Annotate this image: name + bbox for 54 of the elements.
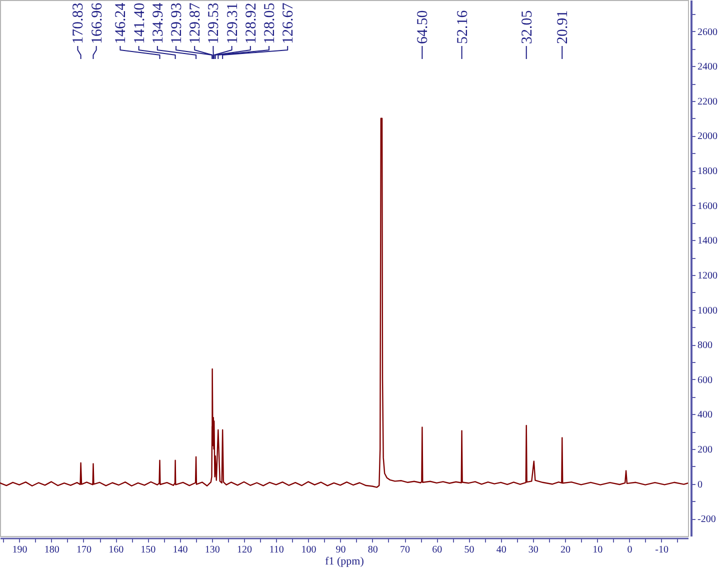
line-series (0, 118, 688, 488)
x-tick-label: 180 (44, 544, 60, 556)
x-tick-label: 150 (140, 544, 156, 556)
x-tick-label: 20 (560, 544, 571, 556)
x-tick-label: 190 (12, 544, 28, 556)
y2-tick-label: 2400 (698, 62, 718, 73)
y2-tick-label: 1400 (698, 236, 718, 247)
y2-tick-label: 2000 (698, 131, 718, 142)
annotation: 146.24 (113, 2, 130, 44)
y2-tick-label: 0 (698, 479, 702, 490)
annotation: 170.83 (70, 2, 87, 44)
y2-tick-label: 2200 (698, 96, 718, 108)
x-tick-label: -10 (655, 544, 669, 556)
x-tick-label: 120 (236, 544, 252, 556)
y2-tick-label: 800 (698, 340, 712, 352)
y2-tick-label: 2600 (698, 26, 718, 38)
x-tick-label: 10 (592, 544, 603, 556)
annotation: 126.67 (280, 2, 297, 44)
annotation: 129.31 (224, 2, 241, 44)
y2-tick-label: 200 (698, 444, 712, 456)
y2-tick-label: 1000 (698, 305, 718, 316)
annotation: 129.53 (206, 2, 222, 44)
y2-tick-label: 1600 (698, 200, 718, 212)
x-tick-label: 130 (204, 544, 220, 556)
x-tick-label: 80 (368, 544, 378, 556)
annotation: 20.91 (555, 10, 572, 44)
annotation: 32.05 (519, 10, 536, 44)
annotation: 64.50 (415, 10, 432, 44)
y2-tick-label: 600 (698, 374, 712, 386)
y2-tick-label: 1200 (698, 270, 718, 282)
annotation: 128.92 (243, 2, 260, 44)
y2-tick-label: -200 (698, 514, 716, 526)
annotation: 166.96 (89, 2, 106, 44)
y2-tick-label: 1800 (698, 166, 718, 178)
x-tick-label: 90 (336, 544, 346, 556)
annotation: 141.40 (132, 2, 148, 44)
x-tick-label: 140 (172, 544, 188, 556)
x-tick-label: 40 (496, 544, 506, 556)
x-tick-label: 0 (627, 544, 632, 556)
x-tick-label: 160 (108, 544, 124, 556)
x-tick-label: 50 (464, 544, 474, 556)
x-tick-label: 110 (269, 544, 284, 556)
annotation: 129.87 (188, 2, 204, 44)
x-tick-label: 60 (432, 544, 442, 556)
x-tick-label: 30 (528, 544, 538, 556)
x-axis-title: f1 (ppm) (325, 556, 364, 568)
y2-tick-label: 400 (698, 410, 712, 421)
annotation: 134.94 (150, 2, 166, 44)
annotation: 129.93 (169, 2, 186, 44)
annotation: 128.05 (262, 2, 278, 44)
x-tick-label: 100 (301, 544, 316, 556)
annotation: 52.16 (454, 10, 471, 44)
x-tick-label: 170 (76, 544, 92, 556)
x-tick-label: 70 (400, 544, 410, 556)
